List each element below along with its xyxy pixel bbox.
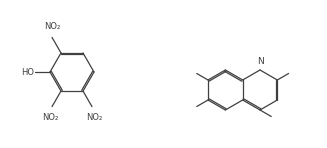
Text: NO₂: NO₂ xyxy=(44,22,60,31)
Text: NO₂: NO₂ xyxy=(86,113,102,122)
Text: HO: HO xyxy=(22,67,35,77)
Text: N: N xyxy=(257,57,263,66)
Text: NO₂: NO₂ xyxy=(42,113,58,122)
